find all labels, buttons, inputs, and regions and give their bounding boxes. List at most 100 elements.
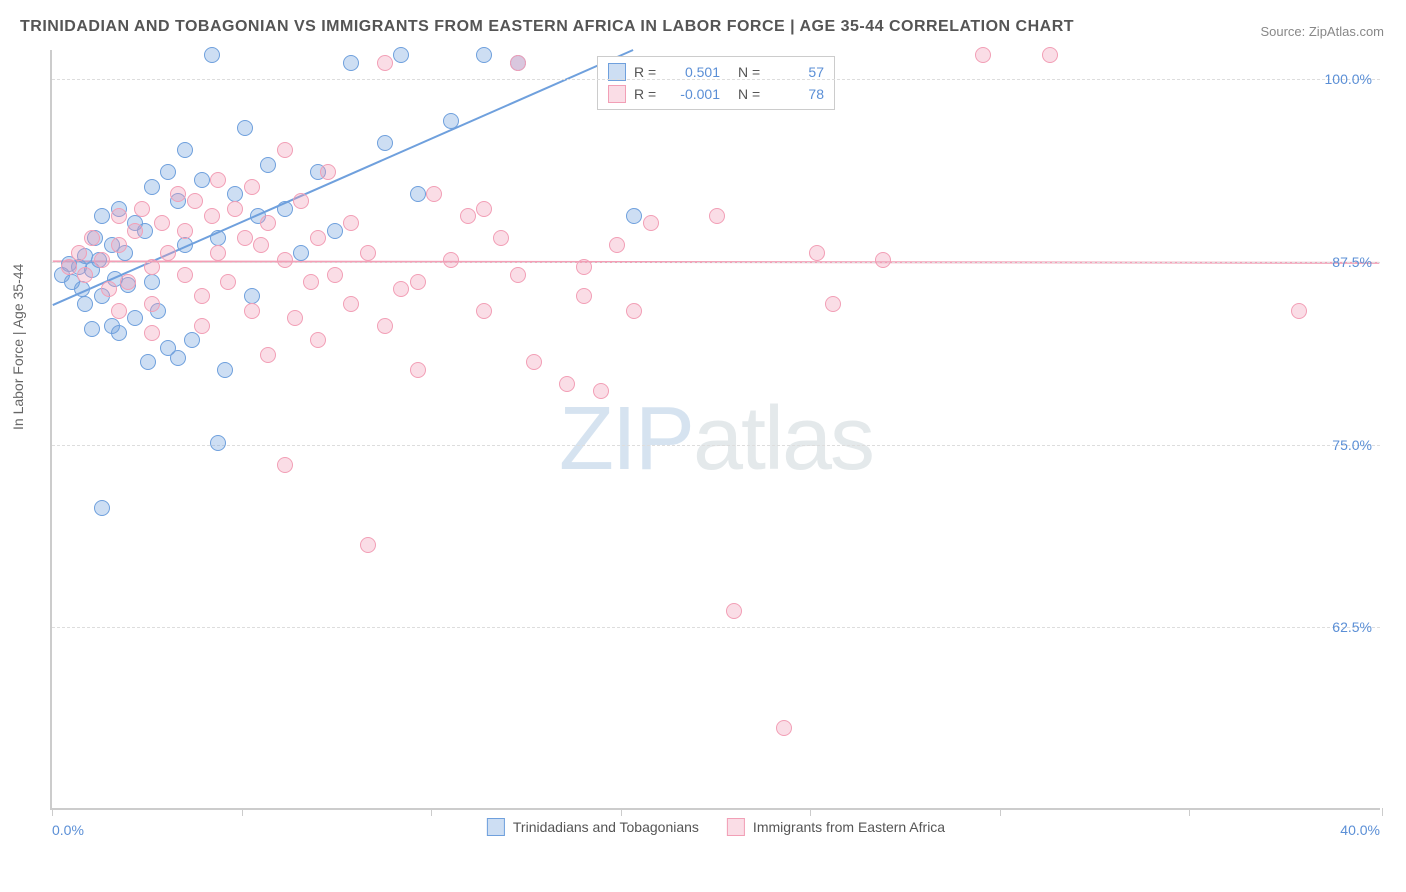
- data-point: [476, 47, 492, 63]
- data-point: [626, 303, 642, 319]
- data-point: [227, 186, 243, 202]
- data-point: [177, 142, 193, 158]
- data-point: [287, 310, 303, 326]
- correlation-legend: R =0.501N =57R =-0.001N =78: [597, 56, 835, 110]
- data-point: [194, 288, 210, 304]
- data-point: [120, 274, 136, 290]
- data-point: [443, 113, 459, 129]
- data-point: [94, 252, 110, 268]
- data-point: [393, 281, 409, 297]
- data-point: [327, 223, 343, 239]
- data-point: [975, 47, 991, 63]
- series-legend-item: Immigrants from Eastern Africa: [727, 818, 945, 836]
- gridline: [52, 445, 1380, 446]
- data-point: [177, 223, 193, 239]
- y-tick-label: 75.0%: [1332, 437, 1372, 453]
- gridline: [52, 262, 1380, 263]
- data-point: [460, 208, 476, 224]
- data-point: [111, 237, 127, 253]
- legend-r-value: 0.501: [670, 64, 720, 80]
- data-point: [184, 332, 200, 348]
- chart-title: TRINIDADIAN AND TOBAGONIAN VS IMMIGRANTS…: [20, 18, 1074, 36]
- data-point: [144, 179, 160, 195]
- data-point: [510, 267, 526, 283]
- data-point: [177, 237, 193, 253]
- x-tick: [1000, 808, 1001, 816]
- data-point: [377, 55, 393, 71]
- data-point: [626, 208, 642, 224]
- y-tick-label: 100.0%: [1325, 71, 1372, 87]
- data-point: [187, 193, 203, 209]
- gridline: [52, 79, 1380, 80]
- y-axis-label: In Labor Force | Age 35-44: [10, 264, 26, 430]
- data-point: [426, 186, 442, 202]
- data-point: [84, 321, 100, 337]
- legend-swatch: [727, 818, 745, 836]
- data-point: [194, 172, 210, 188]
- legend-r-label: R =: [634, 64, 662, 80]
- legend-n-value: 78: [774, 86, 824, 102]
- legend-r-value: -0.001: [670, 86, 720, 102]
- data-point: [217, 362, 233, 378]
- data-point: [134, 201, 150, 217]
- data-point: [526, 354, 542, 370]
- x-tick: [1382, 808, 1383, 816]
- data-point: [310, 230, 326, 246]
- data-point: [410, 362, 426, 378]
- data-point: [377, 135, 393, 151]
- legend-swatch: [487, 818, 505, 836]
- data-point: [410, 186, 426, 202]
- gridline: [52, 627, 1380, 628]
- data-point: [576, 288, 592, 304]
- series-legend-item: Trinidadians and Tobagonians: [487, 818, 699, 836]
- data-point: [144, 325, 160, 341]
- data-point: [360, 245, 376, 261]
- data-point: [253, 237, 269, 253]
- legend-r-label: R =: [634, 86, 662, 102]
- data-point: [410, 274, 426, 290]
- data-point: [277, 252, 293, 268]
- plot-area: ZIPatlas R =0.501N =57R =-0.001N =78 0.0…: [50, 50, 1380, 810]
- legend-n-value: 57: [774, 64, 824, 80]
- data-point: [260, 157, 276, 173]
- data-point: [1042, 47, 1058, 63]
- data-point: [559, 376, 575, 392]
- data-point: [101, 281, 117, 297]
- data-point: [510, 55, 526, 71]
- data-point: [154, 215, 170, 231]
- data-point: [61, 259, 77, 275]
- data-point: [260, 215, 276, 231]
- data-point: [140, 354, 156, 370]
- data-point: [111, 208, 127, 224]
- data-point: [576, 259, 592, 275]
- data-point: [160, 245, 176, 261]
- x-axis-max-label: 40.0%: [1340, 822, 1380, 838]
- data-point: [809, 245, 825, 261]
- data-point: [170, 350, 186, 366]
- data-point: [237, 230, 253, 246]
- legend-swatch: [608, 85, 626, 103]
- data-point: [277, 142, 293, 158]
- data-point: [94, 208, 110, 224]
- regression-line: [53, 50, 633, 305]
- data-point: [77, 296, 93, 312]
- data-point: [177, 267, 193, 283]
- y-tick-label: 87.5%: [1332, 254, 1372, 270]
- data-point: [343, 55, 359, 71]
- data-point: [875, 252, 891, 268]
- series-legend: Trinidadians and Tobagonians Immigrants f…: [487, 818, 945, 836]
- data-point: [343, 215, 359, 231]
- data-point: [227, 201, 243, 217]
- x-tick: [242, 808, 243, 816]
- data-point: [71, 245, 87, 261]
- data-point: [94, 500, 110, 516]
- data-point: [210, 172, 226, 188]
- data-point: [277, 201, 293, 217]
- y-tick-label: 62.5%: [1332, 619, 1372, 635]
- data-point: [127, 310, 143, 326]
- source-label: Source: ZipAtlas.com: [1260, 24, 1384, 39]
- x-tick: [52, 808, 53, 816]
- data-point: [593, 383, 609, 399]
- data-point: [210, 245, 226, 261]
- correlation-legend-row: R =-0.001N =78: [608, 83, 824, 105]
